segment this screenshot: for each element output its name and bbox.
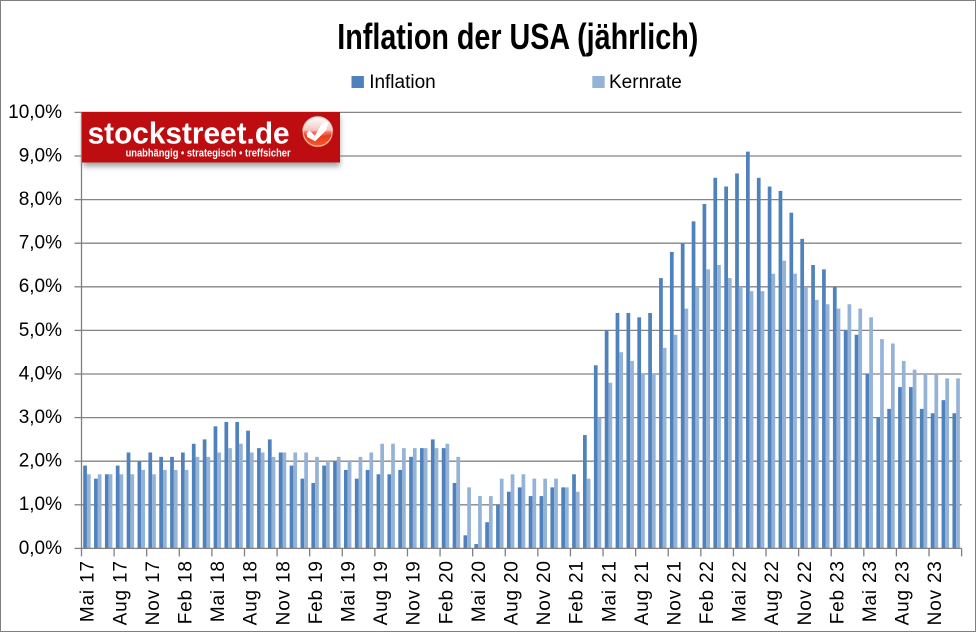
svg-text:7,0%: 7,0%: [19, 233, 62, 254]
svg-text:4,0%: 4,0%: [19, 363, 62, 384]
svg-text:Feb 19: Feb 19: [306, 560, 327, 624]
svg-text:Nov 18: Nov 18: [273, 560, 294, 625]
svg-text:6,0%: 6,0%: [19, 276, 62, 297]
svg-text:Kernrate: Kernrate: [609, 72, 682, 93]
svg-text:Mai 18: Mai 18: [208, 560, 229, 622]
svg-text:unabhängig • strategisch • tre: unabhängig • strategisch • treffsicher: [126, 148, 292, 160]
svg-text:Nov 22: Nov 22: [795, 560, 816, 625]
svg-text:Aug 17: Aug 17: [110, 560, 131, 625]
svg-text:Mai 23: Mai 23: [860, 560, 881, 622]
svg-text:Aug 21: Aug 21: [632, 560, 653, 625]
svg-text:Mai 22: Mai 22: [730, 560, 751, 622]
svg-text:Aug 23: Aug 23: [893, 560, 914, 625]
svg-text:Nov 21: Nov 21: [664, 560, 685, 625]
svg-text:Nov 20: Nov 20: [534, 560, 555, 625]
svg-text:0,0%: 0,0%: [19, 538, 62, 559]
svg-text:Mai 17: Mai 17: [78, 560, 99, 622]
svg-text:2,0%: 2,0%: [19, 451, 62, 472]
svg-text:Nov 19: Nov 19: [404, 560, 425, 625]
svg-text:Inflation: Inflation: [369, 72, 436, 93]
svg-text:Nov 17: Nov 17: [143, 560, 164, 625]
svg-text:Inflation der USA (jährlich): Inflation der USA (jährlich): [337, 16, 698, 57]
svg-text:Mai 20: Mai 20: [469, 560, 490, 622]
svg-text:10,0%: 10,0%: [8, 102, 62, 123]
svg-text:Feb 22: Feb 22: [697, 560, 718, 624]
svg-text:Feb 20: Feb 20: [436, 560, 457, 624]
svg-text:9,0%: 9,0%: [19, 145, 62, 166]
svg-text:5,0%: 5,0%: [19, 320, 62, 341]
svg-text:Mai 21: Mai 21: [599, 560, 620, 622]
svg-text:stockstreet.de: stockstreet.de: [88, 115, 290, 150]
svg-text:Aug 22: Aug 22: [762, 560, 783, 625]
svg-text:Mai 19: Mai 19: [339, 560, 360, 622]
svg-text:Feb 18: Feb 18: [176, 560, 197, 624]
svg-text:Nov 23: Nov 23: [925, 560, 946, 625]
svg-text:3,0%: 3,0%: [19, 407, 62, 428]
svg-text:Feb 21: Feb 21: [567, 560, 588, 624]
svg-text:Aug 19: Aug 19: [371, 560, 392, 625]
svg-text:8,0%: 8,0%: [19, 189, 62, 210]
svg-text:Aug 20: Aug 20: [501, 560, 522, 625]
svg-text:1,0%: 1,0%: [19, 494, 62, 515]
svg-text:Aug 18: Aug 18: [241, 560, 262, 625]
svg-text:Feb 23: Feb 23: [827, 560, 848, 624]
